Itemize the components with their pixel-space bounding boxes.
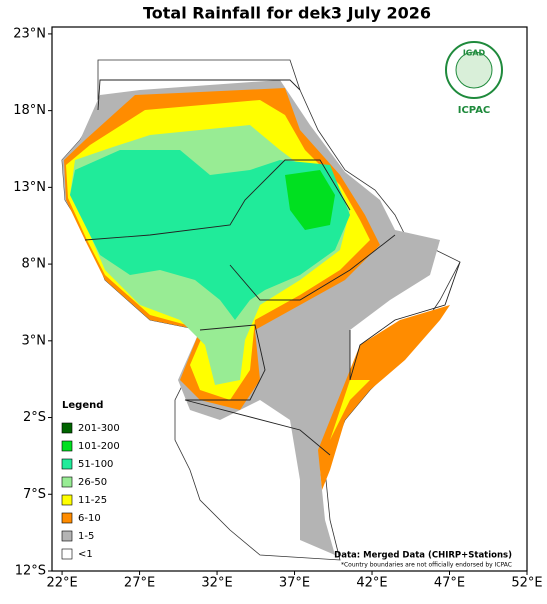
legend-label: 11-25: [78, 495, 107, 506]
country-border: [84, 159, 351, 241]
x-tick-label: 47°E: [434, 576, 465, 591]
x-tick-label: 52°E: [511, 576, 542, 591]
rain-zone: [70, 150, 350, 320]
legend-swatch: [61, 440, 73, 452]
logo-subtitle: ICPAC: [458, 105, 491, 116]
x-tick-label: 22°E: [46, 576, 77, 591]
legend-label: 1-5: [78, 531, 94, 542]
legend-swatch: [61, 458, 73, 470]
legend-swatch: [61, 422, 73, 434]
y-tick-label: 23°N: [13, 26, 46, 41]
country-border: [97, 79, 301, 111]
legend-label: 26-50: [78, 477, 107, 488]
legend-label: 201-300: [78, 423, 120, 434]
legend-label: 6-10: [78, 513, 101, 524]
x-tick-label: 27°E: [124, 576, 155, 591]
legend-label: 101-200: [78, 441, 120, 452]
legend-title: Legend: [62, 400, 103, 411]
legend-swatch: [61, 494, 73, 506]
y-tick-label: 7°S: [23, 487, 46, 502]
legend-swatch: [61, 548, 73, 560]
y-tick-label: 13°N: [13, 180, 46, 195]
y-tick-label: 12°S: [15, 564, 46, 579]
legend-swatch: [61, 512, 73, 524]
source-note: Data: Merged Data (CHIRP+Stations): [334, 551, 512, 561]
y-tick-label: 2°S: [23, 410, 46, 425]
country-border: [184, 324, 331, 456]
x-tick-label: 42°E: [356, 576, 387, 591]
legend-label: 51-100: [78, 459, 113, 470]
legend-swatch: [61, 476, 73, 488]
y-tick-label: 3°N: [22, 333, 47, 348]
disclaimer: *Country boundaries are not officially e…: [341, 562, 512, 569]
legend-swatch: [61, 530, 73, 542]
y-tick-label: 18°N: [13, 103, 46, 118]
legend-label: <1: [78, 549, 93, 560]
x-tick-label: 37°E: [279, 576, 310, 591]
x-tick-label: 32°E: [201, 576, 232, 591]
country-border: [229, 234, 396, 301]
logo: IGAD ICPAC: [445, 41, 503, 116]
map-title: Total Rainfall for dek3 July 2026: [143, 4, 431, 23]
rain-zone: [330, 380, 370, 440]
logo-name: IGAD: [463, 49, 486, 58]
logo-globe: [455, 51, 493, 89]
legend: Legend 201-300 101-200 51-100 26-50 11-25 6-1…: [61, 400, 120, 560]
rainfall-field: [61, 59, 461, 561]
country-border: [349, 261, 461, 381]
rain-zone: [285, 170, 335, 230]
y-tick-label: 8°N: [22, 257, 47, 272]
